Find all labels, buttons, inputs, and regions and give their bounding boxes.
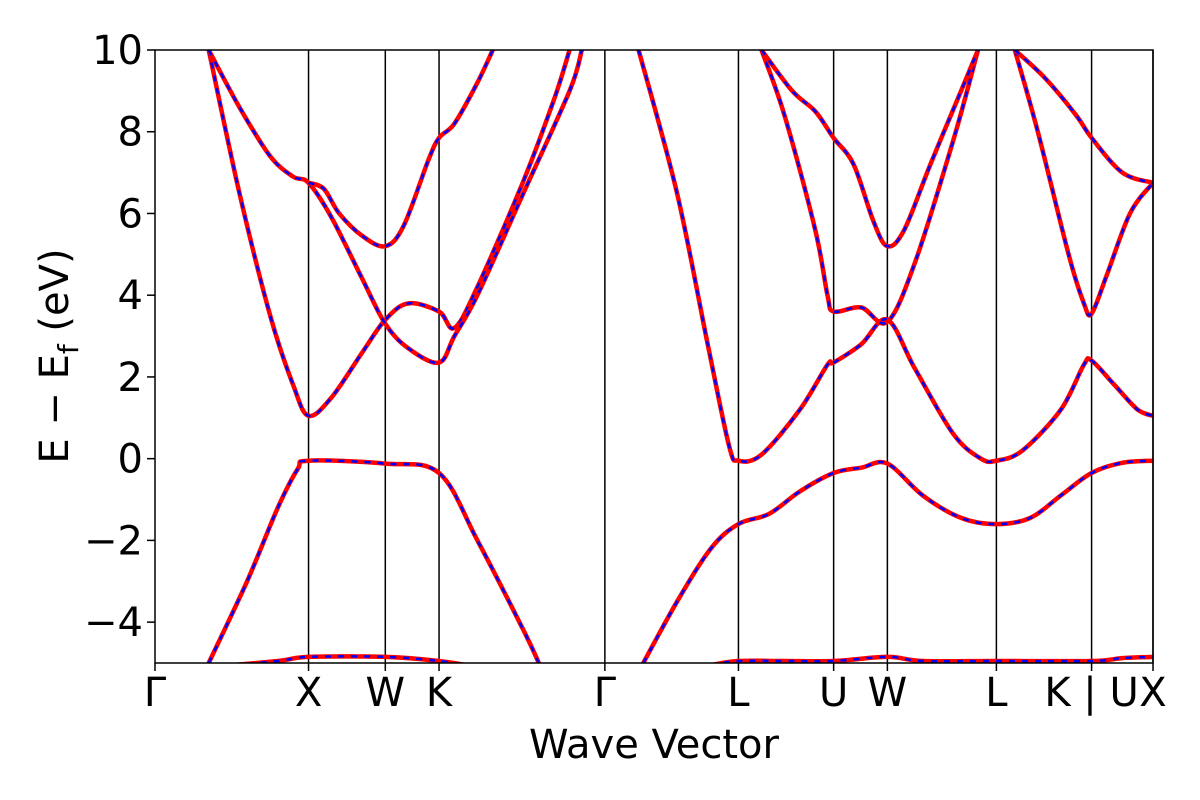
y-tick-label-7: 10 <box>92 28 143 74</box>
y-axis-title: E − Ef (eV) <box>32 248 85 463</box>
x-tick-label-1: X <box>295 670 322 716</box>
band-lines <box>206 50 1153 663</box>
x-tick-label-0: Γ <box>144 670 167 716</box>
y-tick-label-5: 6 <box>118 191 143 237</box>
y-tick-label-3: 2 <box>118 355 143 401</box>
x-tick-label-6: U <box>819 670 848 716</box>
x-tick-label-7: W <box>868 670 908 716</box>
y-tick-label-4: 4 <box>118 273 143 319</box>
y-tick-label-0: −4 <box>84 600 143 646</box>
y-tick-label-6: 8 <box>118 110 143 156</box>
x-tick-label-3: K <box>426 670 454 716</box>
x-axis-title: Wave Vector <box>529 722 780 768</box>
band-4-dashed <box>642 459 1153 663</box>
x-tick-label-5: L <box>727 670 750 716</box>
x-tick-label-2: W <box>366 670 406 716</box>
band-3-dashed <box>308 50 494 248</box>
plot-frame <box>154 49 1154 664</box>
x-tick-label-8: L <box>985 670 1008 716</box>
y-axis-ticks: −4 −2 0 2 4 6 8 10 <box>84 28 155 646</box>
band-10-dashed <box>242 655 462 663</box>
band-6-dashed <box>760 50 980 325</box>
x-tick-label-10: X <box>1139 670 1166 716</box>
band-7-dashed <box>760 50 980 248</box>
band-11-dashed <box>714 655 1153 663</box>
y-axis-title-unit: (eV) <box>32 248 78 344</box>
band-1-dashed <box>207 50 571 418</box>
band-0-dashed <box>207 459 540 663</box>
y-axis-title-sub: f <box>52 343 85 354</box>
x-tick-label-4: Γ <box>594 670 617 716</box>
band-2-dashed <box>207 50 584 365</box>
band-8-solid <box>1012 50 1153 318</box>
y-tick-label-2: 0 <box>118 437 143 483</box>
y-axis-title-main: E − E <box>32 354 78 464</box>
y-tick-label-1: −2 <box>84 518 143 564</box>
band-9-solid <box>1012 50 1153 186</box>
plot-background <box>155 50 1153 663</box>
x-tick-label-9: K | U <box>1044 670 1138 716</box>
